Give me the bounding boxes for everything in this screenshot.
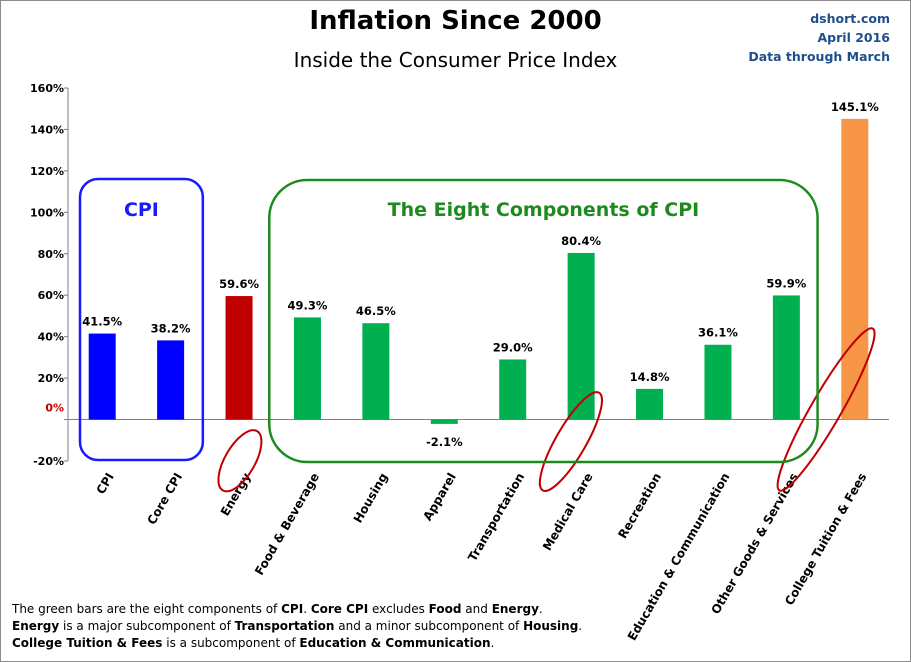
- y-tick-label: -20%: [33, 455, 64, 468]
- components-group-label: The Eight Components of CPI: [388, 199, 700, 221]
- y-tick-label: 20%: [38, 372, 64, 385]
- chart-title: Inflation Since 2000: [309, 6, 602, 36]
- category-label: Housing: [351, 471, 391, 526]
- chart-subtitle: Inside the Consumer Price Index: [293, 48, 618, 72]
- data-label: 14.8%: [630, 370, 670, 384]
- components-group-box: [268, 178, 819, 464]
- footnote: The green bars are the eight components …: [12, 601, 582, 652]
- category-label: Recreation: [615, 471, 664, 541]
- cpi-group-box: [78, 177, 205, 462]
- bar-transportation: [499, 359, 527, 420]
- bar-energy: [225, 296, 253, 420]
- category-label: Transportation: [465, 471, 527, 564]
- category-label: CPI: [94, 471, 117, 497]
- y-tick-label: 80%: [38, 248, 64, 261]
- y-tick-label: 0%: [45, 402, 64, 415]
- highlight-circle: [217, 429, 263, 493]
- data-label: 145.1%: [831, 100, 879, 114]
- footnote-line-3: College Tuition & Fees is a subcomponent…: [12, 636, 495, 650]
- bar-food-beverage: [293, 317, 321, 420]
- category-label: Food & Beverage: [252, 471, 322, 578]
- data-label: 29.0%: [493, 340, 533, 354]
- data-label: 59.9%: [766, 276, 806, 290]
- highlight-circle: [538, 391, 603, 492]
- data-label: 41.5%: [82, 315, 122, 329]
- bar-recreation: [636, 388, 664, 420]
- source-date: April 2016: [817, 30, 891, 45]
- bar-housing: [362, 323, 390, 420]
- category-label: Apparel: [420, 471, 458, 524]
- category-label: Energy: [218, 470, 254, 518]
- y-tick-label: 160%: [30, 82, 64, 95]
- data-label: 49.3%: [288, 298, 328, 312]
- data-label: -2.1%: [426, 435, 463, 449]
- data-label: 80.4%: [561, 234, 601, 248]
- y-tick-label: 120%: [30, 165, 64, 178]
- y-tick-label: 40%: [38, 331, 64, 344]
- bar-education-communication: [704, 344, 732, 420]
- data-label: 38.2%: [151, 321, 191, 335]
- source-block: dshort.com April 2016 Data through March: [748, 9, 890, 66]
- bar-apparel: [430, 419, 458, 424]
- data-label: 59.6%: [219, 277, 259, 291]
- footnote-line-1: The green bars are the eight components …: [12, 602, 543, 616]
- y-tick-label: 140%: [30, 123, 64, 136]
- data-label: 36.1%: [698, 326, 738, 340]
- bar-cpi: [88, 333, 116, 420]
- data-label: 46.5%: [356, 304, 396, 318]
- bar-other-goods-services: [772, 295, 800, 420]
- source-note: Data through March: [748, 49, 890, 64]
- bar-medical-care: [567, 252, 595, 420]
- footnote-line-2: Energy is a major subcomponent of Transp…: [12, 619, 583, 633]
- bar-college-tuition-fees: [841, 118, 869, 420]
- cpi-group-label: CPI: [124, 199, 159, 221]
- category-label: Core CPI: [144, 471, 185, 528]
- source-site: dshort.com: [810, 11, 890, 26]
- category-label: Medical Care: [540, 471, 596, 554]
- highlight-circle: [776, 327, 876, 492]
- category-label: College Tuition & Fees: [782, 471, 869, 608]
- bar-core-cpi: [157, 340, 185, 420]
- y-tick-label: 60%: [38, 289, 64, 302]
- y-tick-label: 100%: [30, 206, 64, 219]
